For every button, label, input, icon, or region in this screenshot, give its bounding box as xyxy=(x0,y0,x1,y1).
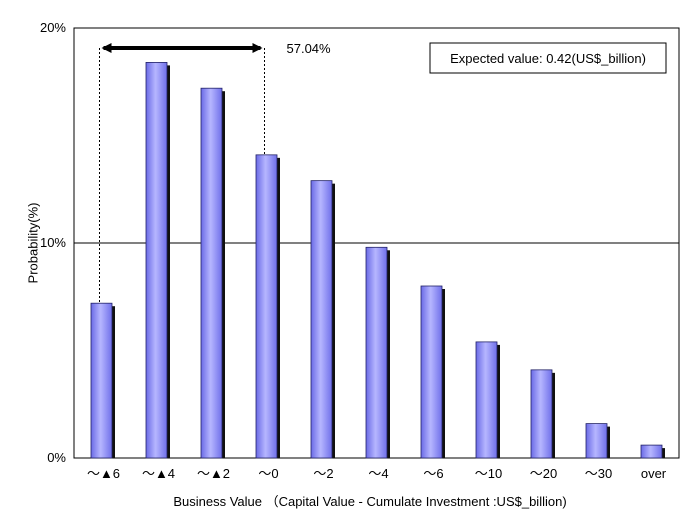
x-tick-label: ～▲2 xyxy=(197,466,230,481)
bar xyxy=(475,341,498,459)
expected-value-text: Expected value: 0.42(US$_billion) xyxy=(450,51,646,66)
range-label: 57.04% xyxy=(287,41,332,56)
x-tick-label: ～4 xyxy=(368,466,388,481)
y-tick-label: 0% xyxy=(47,450,66,465)
y-axis-label: Probability(%) xyxy=(25,203,40,284)
y-tick-label: 10% xyxy=(40,235,66,250)
x-axis-label: Business Value （Capital Value - Cumulate… xyxy=(173,494,566,509)
range-annotation: 57.04% xyxy=(99,41,332,304)
x-tick-label: ～10 xyxy=(475,466,502,481)
expected-value-box: Expected value: 0.42(US$_billion) xyxy=(429,42,667,74)
bar xyxy=(585,423,608,459)
x-tick-label: ～30 xyxy=(585,466,612,481)
x-ticks: ～▲6 ～▲4 ～▲2 ～0 ～2 ～4 ～6 ～10 ～20 ～30 over xyxy=(87,466,667,481)
x-tick-label: ～0 xyxy=(258,466,278,481)
y-ticks: 0% 10% 20% xyxy=(40,20,66,465)
bar xyxy=(90,302,113,459)
bar xyxy=(310,180,333,459)
bar xyxy=(530,369,553,459)
y-tick-label: 20% xyxy=(40,20,66,35)
bars xyxy=(90,62,665,459)
x-tick-label: ～▲6 xyxy=(87,466,120,481)
bar xyxy=(200,87,223,459)
bar xyxy=(145,62,168,459)
x-tick-label: ～20 xyxy=(530,466,557,481)
bar xyxy=(365,246,388,459)
x-tick-label: ～6 xyxy=(423,466,443,481)
x-tick-label: ～▲4 xyxy=(142,466,175,481)
x-tick-label: over xyxy=(641,466,667,481)
bar xyxy=(255,154,278,459)
x-tick-label: ～2 xyxy=(313,466,333,481)
bar xyxy=(640,444,663,459)
bar xyxy=(420,285,443,459)
